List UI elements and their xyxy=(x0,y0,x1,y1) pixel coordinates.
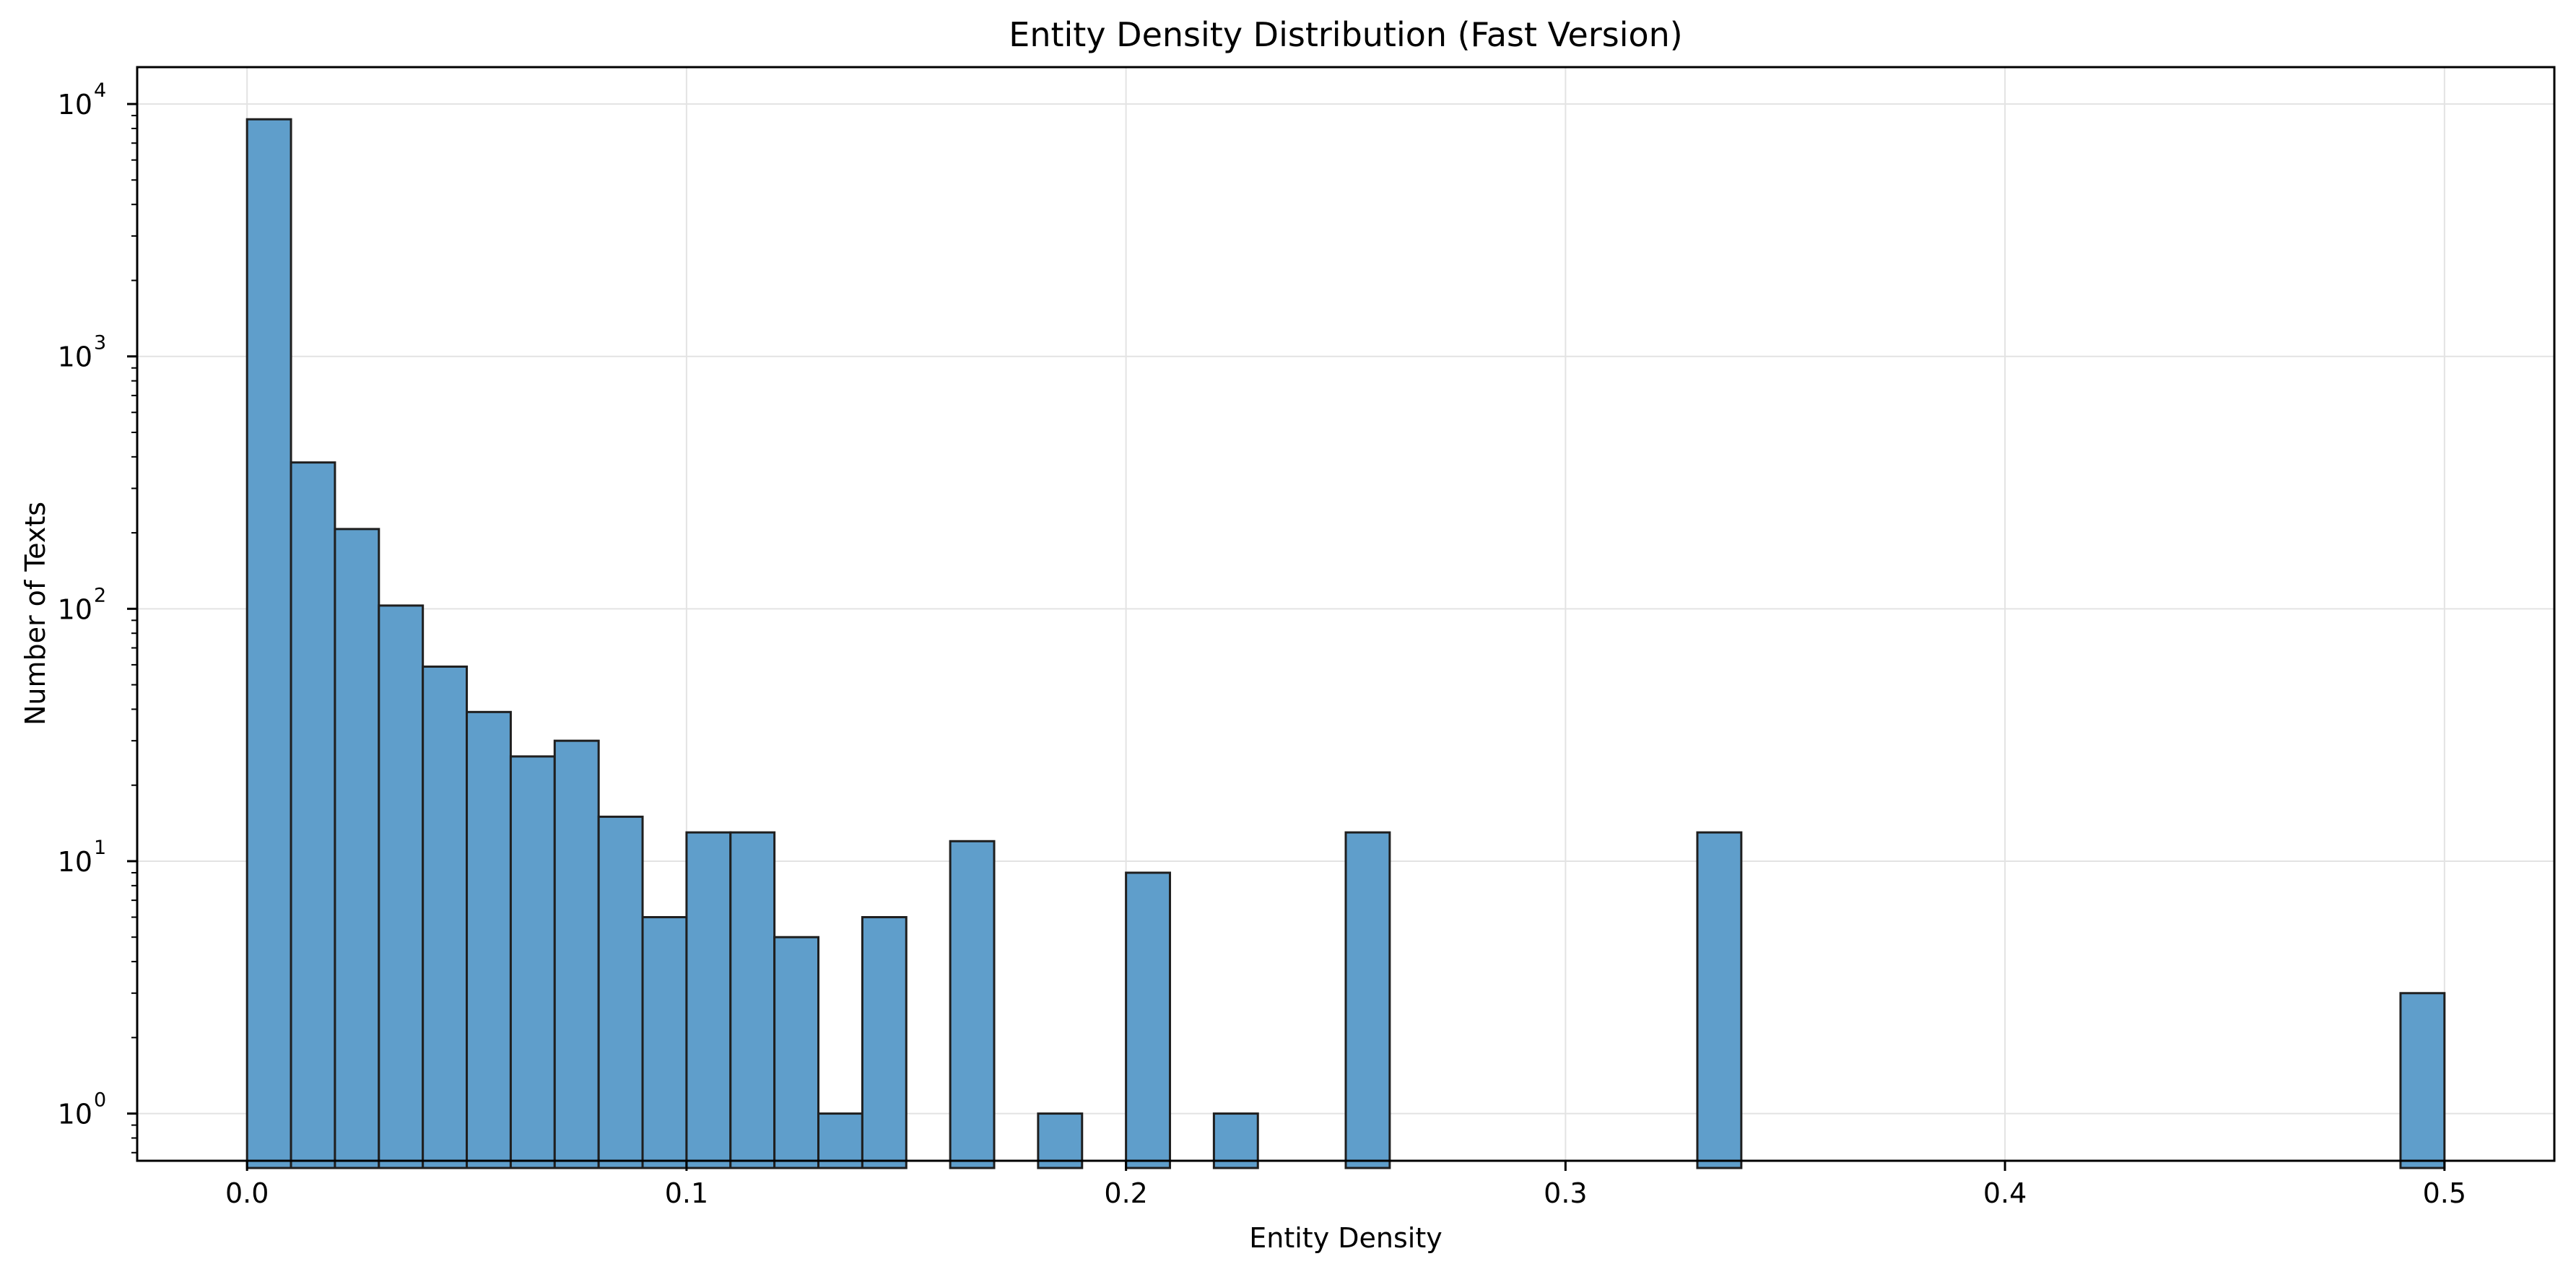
y-tick-label: 10 2 xyxy=(58,584,107,625)
x-tick-label: 0.4 xyxy=(1983,1177,2027,1209)
chart-title: Entity Density Distribution (Fast Versio… xyxy=(1009,15,1683,54)
x-axis-label: Entity Density xyxy=(1249,1222,1442,1254)
y-tick-base: 10 xyxy=(58,593,92,625)
histogram-bar xyxy=(861,916,908,1169)
histogram-bar xyxy=(1212,1112,1259,1169)
y-tick-exponent: 3 xyxy=(94,332,106,354)
y-axis-label: Number of Texts xyxy=(19,502,51,725)
x-tick-label: 0.0 xyxy=(225,1177,269,1209)
histogram-bar xyxy=(1125,871,1172,1169)
histogram-bar xyxy=(509,755,556,1169)
plot-area-frame xyxy=(136,66,2556,1162)
x-tick-label: 0.1 xyxy=(665,1177,708,1209)
y-tick-base: 10 xyxy=(58,1099,92,1130)
y-tick-exponent: 0 xyxy=(94,1089,106,1112)
histogram-bar xyxy=(378,604,425,1169)
x-tick-label: 0.5 xyxy=(2423,1177,2466,1209)
histogram-bar xyxy=(2399,992,2446,1169)
histogram-bar xyxy=(949,840,996,1169)
histogram-bar xyxy=(245,118,292,1169)
y-tick-base: 10 xyxy=(58,341,92,373)
histogram-bar xyxy=(466,710,512,1169)
histogram-bar xyxy=(1344,831,1391,1169)
y-tick-label: 10 4 xyxy=(58,79,107,121)
histogram-bar xyxy=(1037,1112,1084,1169)
x-axis-ticks: 0.0 0.1 0.2 0.3 0.4 0.5 xyxy=(225,1161,2466,1209)
histogram-bar xyxy=(729,831,776,1169)
x-tick-label: 0.2 xyxy=(1104,1177,1147,1209)
histogram-bar xyxy=(290,461,336,1169)
histogram-bar xyxy=(817,1112,863,1169)
histogram-bar xyxy=(334,528,380,1169)
histogram-bar xyxy=(685,831,732,1169)
histogram-bar xyxy=(641,916,688,1169)
histogram-bars xyxy=(245,118,2446,1169)
y-tick-exponent: 4 xyxy=(94,79,106,102)
histogram-bar xyxy=(422,665,469,1169)
y-tick-exponent: 1 xyxy=(94,837,106,859)
x-tick-label: 0.3 xyxy=(1544,1177,1587,1209)
y-tick-base: 10 xyxy=(58,846,92,878)
y-tick-label: 10 3 xyxy=(58,332,107,373)
y-tick-exponent: 2 xyxy=(94,584,106,606)
histogram-bar xyxy=(773,936,820,1169)
y-tick-label: 10 0 xyxy=(58,1089,107,1130)
histogram-bar xyxy=(1696,831,1743,1169)
histogram-bar xyxy=(597,815,644,1169)
histogram-bar xyxy=(553,739,600,1169)
y-tick-label: 10 1 xyxy=(58,837,107,878)
y-tick-base: 10 xyxy=(58,89,92,121)
